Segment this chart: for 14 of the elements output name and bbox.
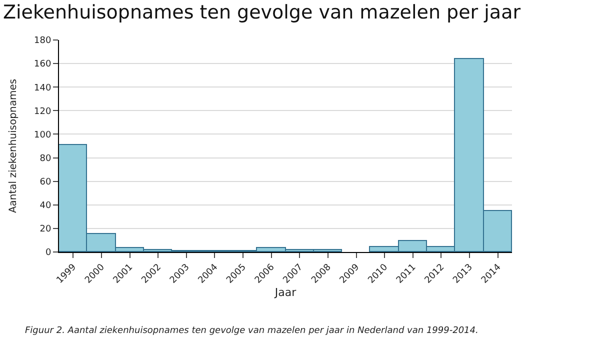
y-tick-label: 40: [40, 201, 52, 212]
y-tick-label: 60: [40, 177, 52, 188]
text: Figuur 2. Aantal ziekenhuisopnames ten gevolge van mazelen per jaar in Nederland van 1999-2014.: [25, 326, 478, 336]
y-tick-label: 140: [34, 83, 52, 94]
y-tick-label: 100: [34, 130, 52, 140]
y-axis-title: Aantal ziekenhuisopnames: [8, 78, 20, 214]
y-tick-label: 160: [34, 60, 52, 70]
y-tick-label: 120: [34, 106, 52, 117]
y-tick-label: 20: [40, 224, 52, 235]
x-axis-title: Jaar: [274, 286, 297, 299]
y-tick-label: 180: [34, 36, 52, 46]
y-tick-label: 0: [45, 248, 52, 258]
chart-title: Ziekenhuisopnames ten gevolge van mazelen per jaar: [3, 1, 521, 24]
y-tick-label: 80: [40, 154, 52, 164]
